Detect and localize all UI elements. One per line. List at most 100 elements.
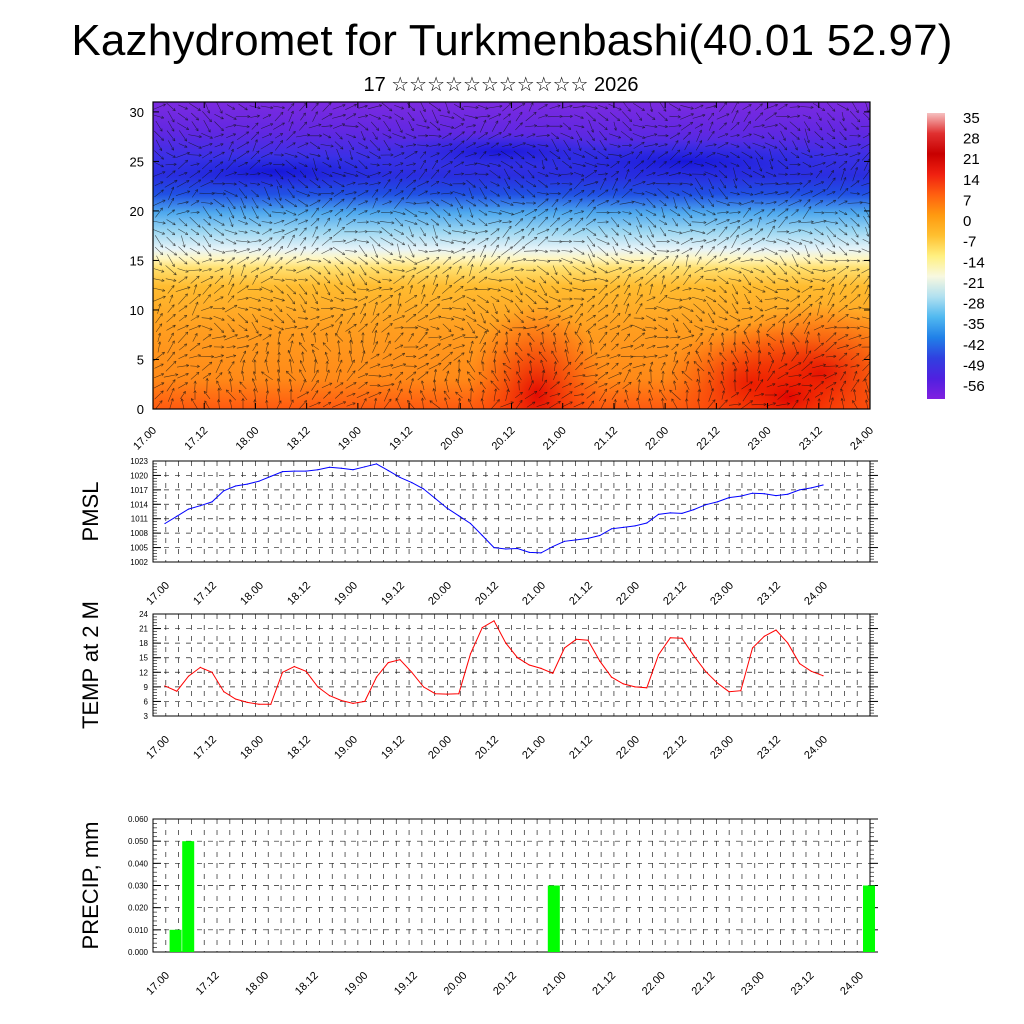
- panel-2-point-56: [822, 675, 824, 677]
- colorbar-label-11: -42: [963, 337, 985, 354]
- panel-2-point-6: [234, 698, 237, 700]
- panel-1-xtick-label-9: 21.12: [567, 580, 595, 608]
- panel-1-point-48: [728, 497, 730, 499]
- panel-1-point-54: [798, 489, 801, 491]
- panel-3-xtick-label-12: 23.00: [739, 970, 767, 998]
- panel-2-point-2: [187, 675, 190, 677]
- panel-2-xtick-label-3: 18.12: [285, 734, 313, 762]
- panel-1-point-24: [446, 507, 448, 509]
- panel-2-point-53: [787, 642, 789, 644]
- panel-2-point-46: [704, 670, 707, 672]
- panel-2-xtick-label-10: 22.00: [614, 734, 642, 762]
- panel-3-xtick-label-0: 17.00: [144, 970, 172, 998]
- section-xtick-label-4: 19.00: [336, 425, 364, 453]
- panel-1-xtick-label-8: 21.00: [520, 580, 548, 608]
- panel-1-xtick-label-0: 17.00: [144, 580, 172, 608]
- panel-2-point-31: [528, 664, 530, 666]
- panel-1-xtick-label-1: 17.12: [191, 580, 219, 608]
- panel-1-point-11: [293, 470, 295, 472]
- precip-bar-2: [547, 885, 560, 952]
- panel-1-point-7: [246, 483, 248, 485]
- panel-1-xtick-label-2: 18.00: [238, 580, 266, 608]
- colorbar-label-8: -21: [963, 275, 985, 292]
- panel-1-point-15: [340, 467, 342, 469]
- colorbar: [927, 113, 945, 399]
- panel-1-xtick-label-14: 24.00: [802, 580, 830, 608]
- panel-2-point-20: [399, 659, 401, 661]
- panel-1-ytick-label-2: 1008: [130, 529, 148, 538]
- section-xtick-label-1: 17.12: [182, 425, 210, 453]
- panel-2-point-23: [434, 693, 436, 695]
- panel-2-point-55: [810, 670, 812, 672]
- panel-2-point-36: [587, 639, 589, 641]
- panel-2-point-32: [540, 667, 542, 670]
- panel-2-point-11: [293, 665, 295, 668]
- panel-2-xtick-label-7: 20.12: [473, 734, 501, 762]
- panel-1-xtick-label-13: 23.12: [755, 580, 783, 608]
- panel-2-point-50: [751, 647, 754, 649]
- panel-1-point-25: [458, 515, 460, 517]
- panel-2-ytick-label-7: 24: [139, 610, 148, 619]
- section-ytick-label-0: 0: [137, 402, 144, 417]
- panel-1-point-38: [610, 528, 613, 530]
- panel-2-xtick-label-2: 18.00: [238, 734, 266, 762]
- panel-2-ytick-label-5: 18: [139, 639, 148, 648]
- panel-2-point-5: [223, 691, 225, 693]
- panel-3-xtick-label-10: 22.00: [640, 970, 668, 998]
- section-xtick-label-8: 21.00: [541, 425, 569, 453]
- heatmap-layer: [153, 102, 870, 409]
- panel-1-xtick-label-3: 18.12: [285, 580, 313, 608]
- panel-1-point-29: [505, 548, 507, 550]
- panel-2-point-24: [446, 693, 448, 695]
- panel-2-point-43: [669, 637, 671, 639]
- colorbar-label-2: 21: [963, 151, 980, 168]
- panel-1-ytick-label-1: 1005: [130, 544, 148, 553]
- panel-1-ylabel: PMSL: [78, 482, 103, 542]
- panel-2-point-15: [340, 699, 342, 702]
- panel-1-point-13: [317, 469, 319, 471]
- precip-bar-0: [169, 929, 182, 952]
- panel-1-point-55: [810, 487, 812, 489]
- panel-1-xtick-label-11: 22.12: [661, 580, 689, 608]
- panel-2-point-52: [775, 629, 777, 631]
- panel-2-point-48: [728, 691, 730, 693]
- section-xtick-label-3: 18.12: [285, 425, 313, 453]
- panel-2-ylabel: TEMP at 2 M: [78, 601, 103, 729]
- panel-1-point-47: [716, 501, 718, 503]
- wind-vector-paths: [153, 102, 870, 409]
- wind-vectors: [153, 102, 870, 409]
- panel-2-xtick-label-4: 19.00: [332, 734, 360, 762]
- panel-2-point-38: [610, 676, 613, 678]
- panel-3-ytick-label-3: 0.030: [128, 882, 149, 891]
- panel-2-point-14: [328, 695, 331, 697]
- panel-1-ytick-label-5: 1017: [130, 486, 148, 495]
- panel-2-point-25: [458, 693, 460, 695]
- panel-1-point-22: [422, 488, 425, 490]
- panel-2-point-1: [176, 690, 178, 692]
- panel-1-point-40: [634, 525, 636, 527]
- section-xtick-label-9: 21.12: [592, 425, 620, 453]
- colorbar-label-5: 0: [963, 213, 971, 230]
- panel-1-point-43: [669, 512, 671, 514]
- upper-cold-core-1: [155, 153, 396, 190]
- panel-1-xtick-label-12: 23.00: [708, 580, 736, 608]
- panel-2-point-35: [575, 638, 577, 640]
- panel-2-point-9: [270, 703, 272, 705]
- panel-1-point-3: [199, 505, 201, 507]
- panel-3-xtick-label-14: 24.00: [838, 970, 866, 998]
- panel-1-point-53: [787, 493, 789, 495]
- panel-1-point-36: [587, 537, 589, 540]
- panel-1-point-14: [328, 466, 331, 468]
- panel-1-point-45: [693, 509, 695, 511]
- panel-2-point-16: [352, 702, 354, 705]
- panel-2-point-42: [657, 654, 660, 656]
- panel-2-xtick-label-11: 22.12: [661, 734, 689, 762]
- section-xtick-label-2: 18.00: [234, 425, 262, 453]
- panel-2-point-0: [164, 685, 166, 687]
- panel-1-point-12: [305, 470, 307, 472]
- panel-2-xtick-label-0: 17.00: [144, 734, 172, 762]
- panel-1-point-10: [281, 471, 284, 473]
- panel-1-point-1: [176, 515, 178, 517]
- panel-3-xtick-label-1: 17.12: [194, 970, 222, 998]
- panel-3-ytick-label-2: 0.020: [128, 904, 149, 913]
